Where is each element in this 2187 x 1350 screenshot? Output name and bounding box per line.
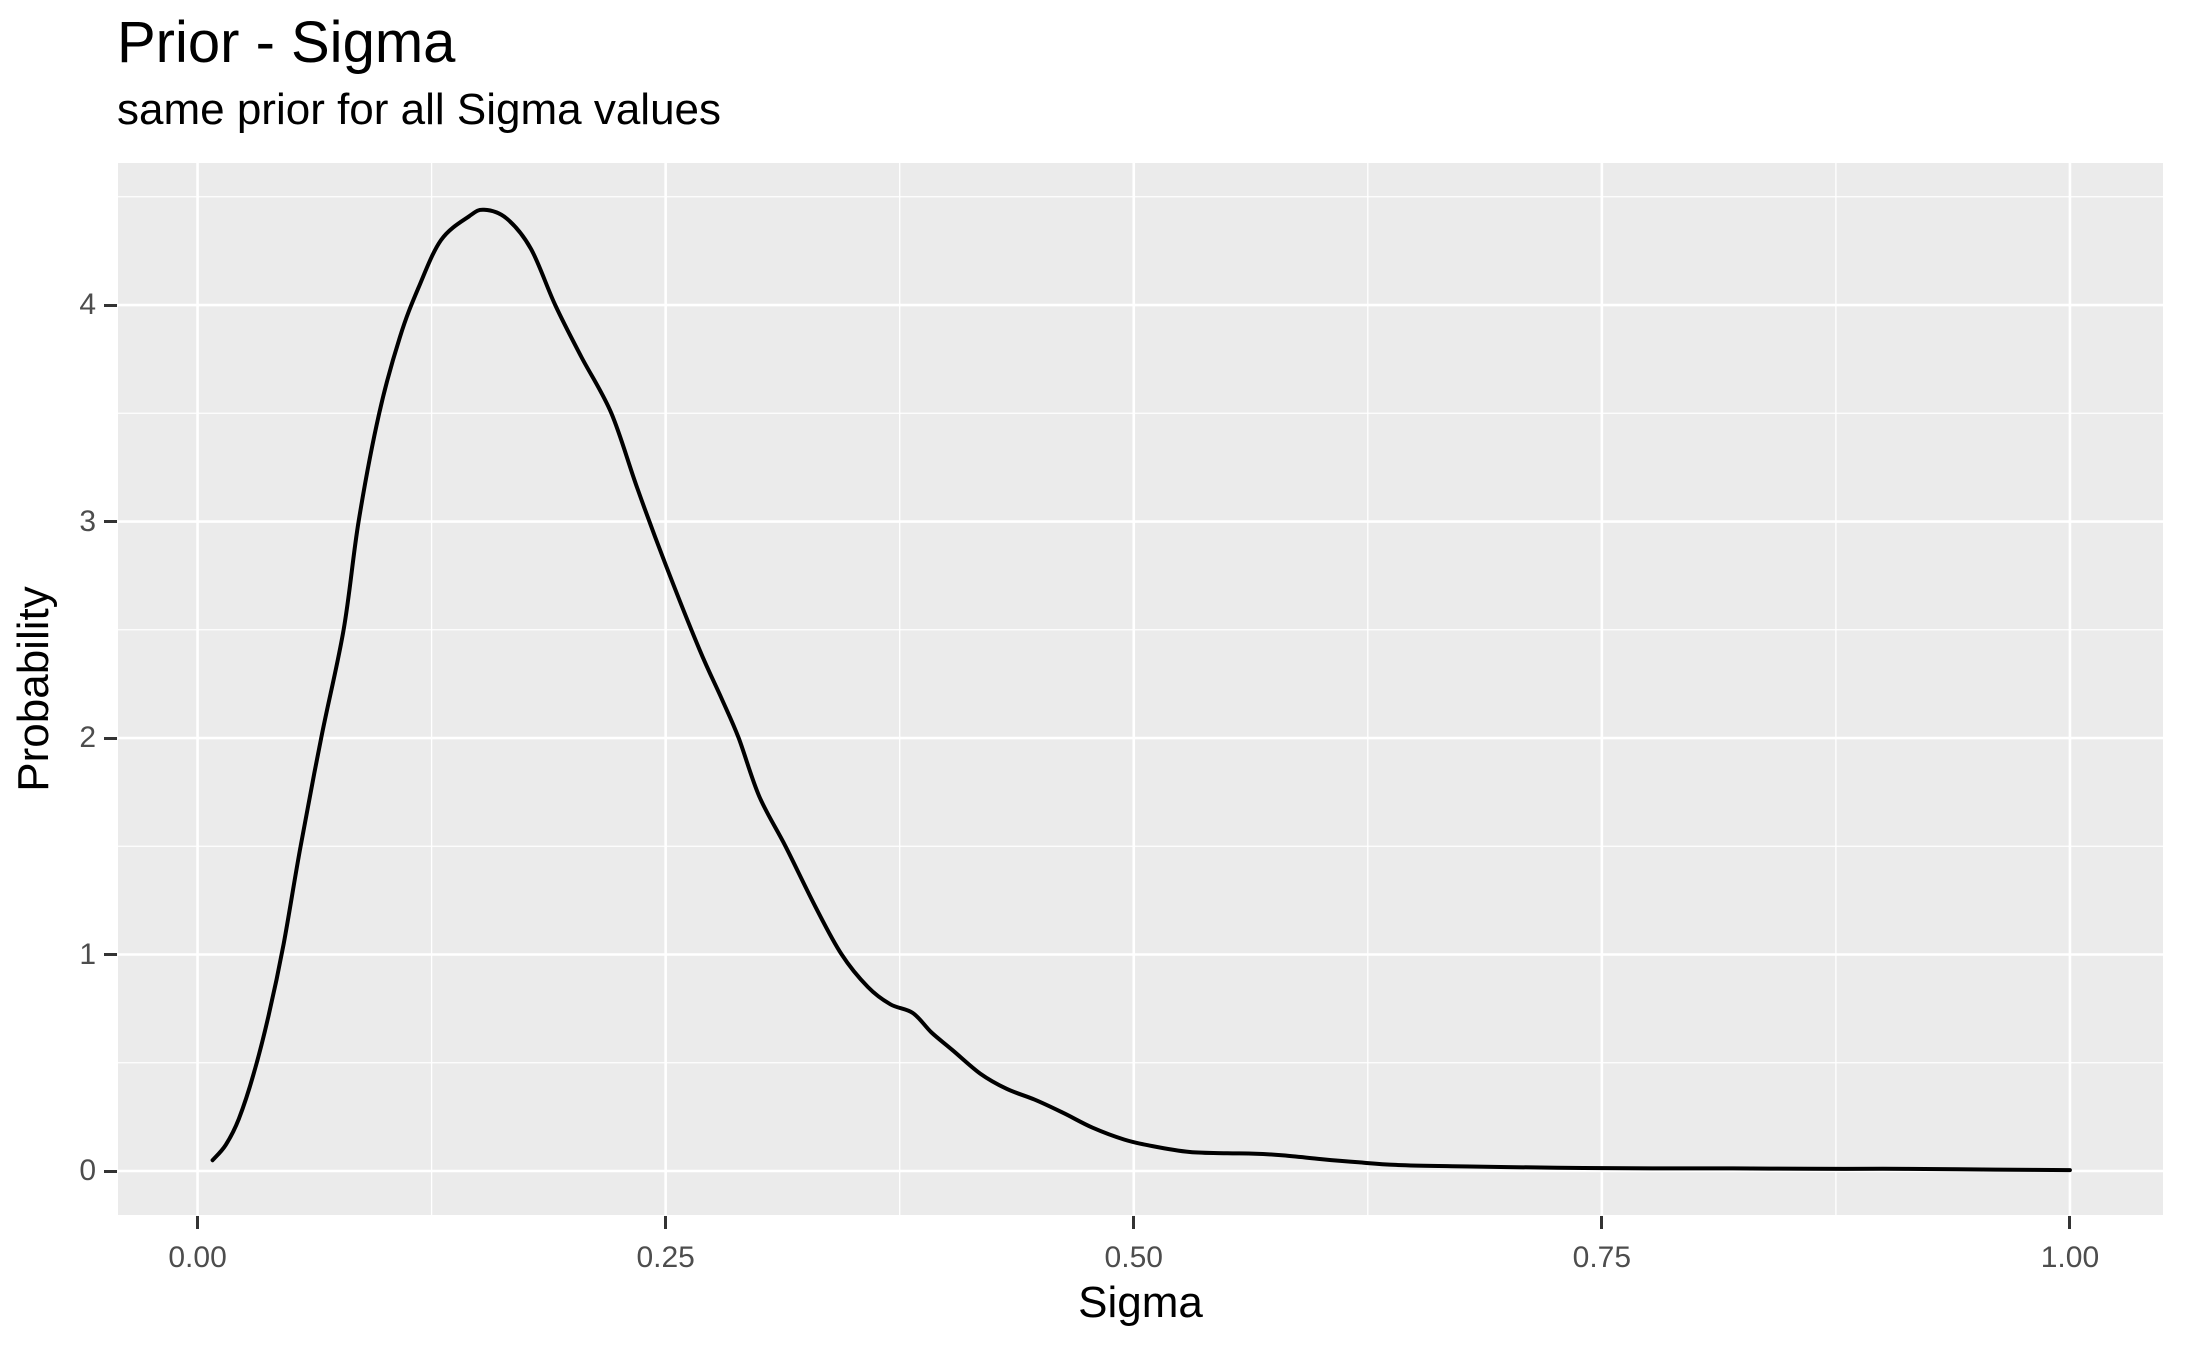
y-tick-mark: [104, 520, 117, 524]
y-tick-mark: [104, 736, 117, 740]
plot-subtitle: same prior for all Sigma values: [117, 85, 722, 134]
y-tick-label: 4: [79, 288, 96, 322]
y-axis-title: Probability: [9, 586, 58, 792]
x-tick-mark: [664, 1216, 668, 1229]
x-tick-label: 1.00: [2040, 1241, 2100, 1274]
x-tick-label: 0.50: [1104, 1241, 1163, 1274]
density-curve: [210, 207, 2072, 1173]
y-tick-label: 2: [79, 721, 96, 754]
plot-panel: [118, 163, 2163, 1215]
plot-title: Prior - Sigma: [117, 10, 456, 75]
x-axis-title: Sigma: [1078, 1278, 1203, 1327]
y-tick-mark: [104, 303, 117, 307]
x-tick-label: 0.75: [1572, 1241, 1632, 1274]
y-tick-label: 0: [79, 1154, 96, 1187]
panel-background: [118, 163, 2163, 1215]
y-tick-mark: [104, 1169, 117, 1173]
x-tick-mark: [196, 1216, 200, 1229]
x-tick-mark: [1600, 1216, 1604, 1229]
y-tick-mark: [104, 953, 117, 956]
x-tick-label: 0.25: [636, 1241, 695, 1274]
x-tick-label: 0.00: [168, 1241, 227, 1274]
y-tick-label: 3: [79, 504, 96, 538]
x-tick-mark: [2068, 1216, 2072, 1229]
y-tick-label: 1: [79, 937, 96, 971]
x-tick-mark: [1132, 1216, 1136, 1229]
